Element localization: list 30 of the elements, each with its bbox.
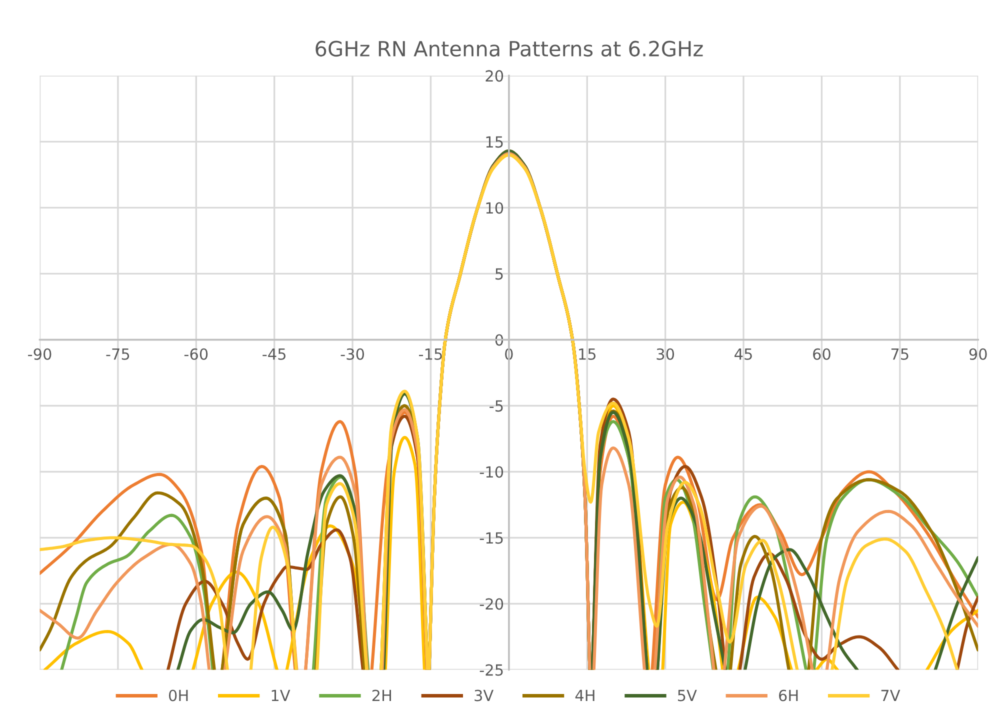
x-tick-label: 30: [656, 348, 674, 360]
y-tick-label: -5: [490, 400, 503, 412]
legend-label: 2H: [372, 690, 392, 702]
legend-label: 1V: [272, 690, 290, 702]
x-tick-label: -60: [184, 348, 208, 360]
x-tick-label: 60: [813, 348, 830, 360]
x-tick-label: 90: [969, 348, 987, 360]
y-tick-label: 10: [486, 202, 504, 214]
y-tick-label: -10: [480, 466, 504, 478]
legend-label: 5V: [678, 690, 697, 702]
x-tick-label: -30: [340, 348, 364, 360]
chart-title: 6GHz RN Antenna Patterns at 6.2GHz: [316, 40, 703, 57]
x-tick-label: -15: [419, 348, 442, 360]
x-tick-label: -45: [262, 348, 286, 360]
x-tick-label: 45: [734, 348, 752, 360]
x-tick-label: -75: [106, 348, 130, 360]
legend-label: 0H: [168, 690, 188, 702]
y-tick-label: -15: [480, 532, 503, 544]
x-tick-label: -90: [28, 348, 52, 360]
y-tick-label: -20: [480, 598, 504, 610]
legend-label: 4H: [575, 690, 594, 702]
y-tick-label: 15: [486, 136, 503, 148]
y-tick-label: 20: [486, 70, 504, 82]
x-tick-label: 15: [579, 348, 596, 360]
legend-label: 7V: [881, 690, 900, 702]
y-tick-label: -25: [480, 664, 503, 676]
y-tick-label: 5: [496, 268, 503, 280]
legend-label: 6H: [779, 690, 798, 702]
x-tick-label: 75: [891, 348, 908, 360]
legend-label: 3V: [474, 690, 494, 702]
